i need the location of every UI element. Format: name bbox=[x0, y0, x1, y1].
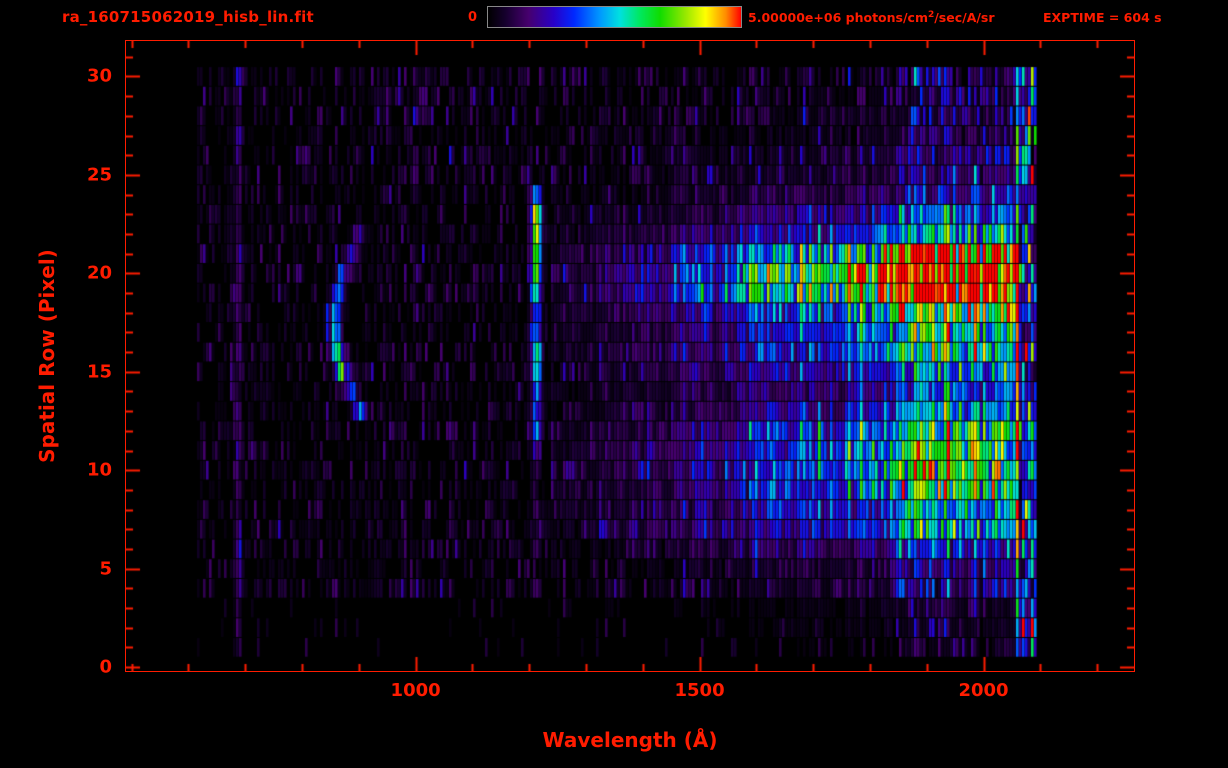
colorbar-min-label: 0 bbox=[468, 10, 478, 25]
plot-area bbox=[125, 40, 1135, 672]
y-axis-title: Spatial Row (Pixel) bbox=[35, 249, 59, 463]
colorbar-max-superscript: 2 bbox=[927, 10, 935, 20]
colorbar-max-label: 5.00000e+06 photons/cm2/sec/A/sr bbox=[748, 10, 995, 25]
colorbar-max-suffix: /sec/A/sr bbox=[934, 10, 995, 26]
y-tick-label: 0 bbox=[99, 656, 112, 678]
y-tick-label: 15 bbox=[86, 361, 112, 383]
x-tick-label: 2000 bbox=[958, 680, 1009, 701]
y-tick-label: 20 bbox=[86, 262, 112, 284]
y-tick-label: 10 bbox=[86, 459, 112, 481]
y-tick-label: 25 bbox=[86, 164, 112, 186]
x-axis-title: Wavelength (Å) bbox=[542, 728, 718, 752]
y-tick-label: 5 bbox=[99, 558, 112, 580]
plot-title: ra_160715062019_hisb_lin.fit bbox=[62, 8, 314, 26]
heatmap-canvas bbox=[126, 41, 1134, 671]
colorbar bbox=[487, 6, 742, 28]
colorbar-max-prefix: 5.00000e+06 photons/cm bbox=[748, 10, 928, 26]
y-tick-label: 30 bbox=[86, 65, 112, 87]
x-tick-label: 1500 bbox=[674, 680, 725, 701]
x-tick-label: 1000 bbox=[390, 680, 441, 701]
exptime-label: EXPTIME = 604 s bbox=[1043, 10, 1162, 25]
